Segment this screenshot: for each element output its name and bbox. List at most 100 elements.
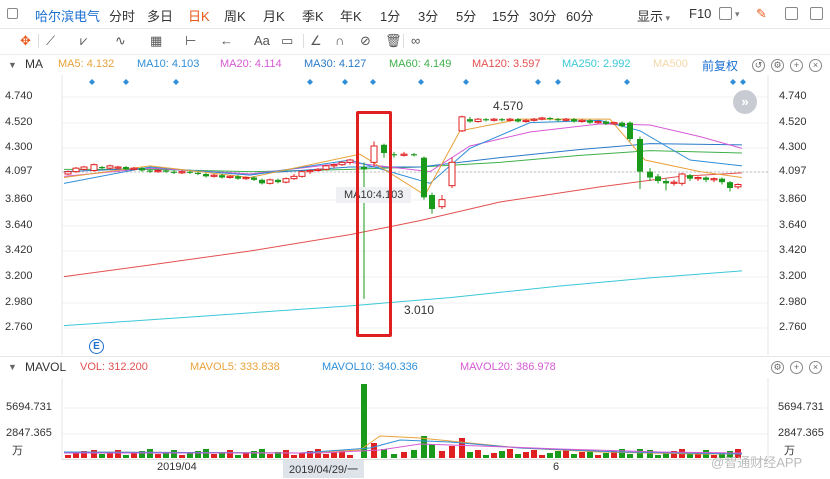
volume-bar — [347, 455, 353, 458]
add-icon[interactable]: + — [790, 59, 803, 72]
fullscreen-icon[interactable] — [810, 7, 823, 20]
mavol5-value: MAVOL5: 333.838 — [190, 361, 280, 373]
tab-60min[interactable]: 60分 — [566, 9, 594, 24]
checkbox-icon[interactable] — [719, 7, 732, 20]
arrow-tool-icon[interactable]: ← — [220, 33, 233, 48]
candle-body — [547, 118, 553, 120]
wave-tool-icon[interactable]: ∿ — [115, 33, 126, 48]
text-tool[interactable]: Aa — [254, 33, 270, 48]
candle-body — [391, 154, 397, 156]
candle-body — [154, 170, 162, 173]
adjust-button[interactable]: 前复权 — [702, 59, 739, 73]
event-e-icon[interactable]: E — [89, 339, 104, 354]
candle-body — [647, 171, 653, 178]
volume-bar — [491, 453, 497, 458]
price-axis-label: 4.300 — [5, 141, 33, 153]
volume-chart[interactable] — [0, 378, 830, 460]
volume-bar — [619, 449, 625, 458]
ruler-icon[interactable]: ∠ — [310, 33, 322, 48]
volume-bar — [595, 455, 601, 458]
tab-15min[interactable]: 15分 — [492, 9, 520, 24]
volume-bar — [719, 453, 725, 458]
link-icon[interactable]: ∞ — [411, 33, 421, 48]
vol-axis-label-left-low: 2847.365 — [6, 427, 52, 439]
volume-bar — [219, 452, 225, 458]
volume-bar — [603, 453, 609, 458]
candle-body — [338, 161, 346, 166]
event-marker-icon — [370, 79, 376, 85]
expand-icon[interactable]: » — [733, 90, 757, 114]
candle-body — [195, 172, 201, 174]
tab-quarterly-k[interactable]: 季K — [302, 9, 324, 24]
close-icon[interactable]: × — [809, 59, 822, 72]
kline-chart[interactable] — [0, 75, 830, 355]
moving-average-lines — [63, 118, 743, 327]
candle-body — [171, 171, 177, 173]
tab-1min[interactable]: 1分 — [380, 9, 401, 24]
candle-body — [587, 120, 593, 123]
hide-icon[interactable]: ⊘ — [360, 33, 371, 48]
candle-body — [203, 174, 209, 177]
mavol10-value: MAVOL10: 340.336 — [322, 361, 418, 373]
close-icon[interactable]: × — [809, 361, 822, 374]
channel-tool-icon[interactable]: ⩗ — [80, 33, 88, 48]
candle-body — [710, 178, 718, 181]
candle-body — [282, 178, 290, 183]
pencil-icon[interactable]: ✎ — [756, 6, 767, 21]
candle-body — [275, 179, 281, 183]
tab-weekly-k[interactable]: 周K — [224, 9, 246, 24]
ma120-value: MA120: 3.597 — [472, 58, 541, 70]
volume-bar — [523, 452, 529, 458]
collapse-icon[interactable]: ▼ — [8, 362, 17, 372]
chevron-down-icon[interactable]: ▾ — [735, 9, 740, 19]
display-label: 显示 — [637, 9, 664, 24]
candle-body — [703, 177, 709, 180]
settings-icon[interactable]: ⚙ — [771, 59, 784, 72]
settings-icon[interactable]: ⚙ — [771, 361, 784, 374]
volume-bar — [421, 436, 427, 458]
delete-icon[interactable]: 🗑 — [385, 33, 402, 48]
candle-body — [555, 119, 561, 121]
add-icon[interactable]: + — [790, 361, 803, 374]
tab-timeshare[interactable]: 分时 — [109, 9, 136, 24]
tab-3min[interactable]: 3分 — [418, 9, 439, 24]
panel-toggle-icon[interactable] — [7, 8, 18, 19]
move-icon[interactable]: ✥ — [20, 33, 31, 48]
reset-icon[interactable]: ↺ — [752, 59, 765, 72]
candle-body — [670, 181, 678, 184]
stock-name[interactable]: 哈尔滨电气 — [35, 9, 101, 24]
high-price-label: 4.570 — [493, 99, 524, 113]
measure-tool-icon[interactable]: ⊢ — [185, 33, 197, 48]
tab-daily-k[interactable]: 日K — [188, 9, 210, 24]
volume-bar — [563, 449, 569, 458]
line-tool-icon[interactable]: ⟋ — [46, 33, 56, 48]
candle-body — [235, 176, 241, 179]
tab-30min[interactable]: 30分 — [529, 9, 557, 24]
volume-bar — [381, 449, 387, 458]
tab-5min[interactable]: 5分 — [456, 9, 477, 24]
comment-tool-icon[interactable]: ▭ — [281, 33, 294, 48]
grid-tool-icon[interactable]: ▦ — [150, 33, 163, 48]
volume-bar — [91, 450, 97, 458]
candle-body — [610, 122, 618, 125]
collapse-icon[interactable]: ▼ — [8, 60, 17, 70]
magnet-icon[interactable]: ∩ — [335, 33, 345, 48]
volume-bar — [139, 451, 145, 458]
candle-body — [123, 167, 129, 170]
tab-monthly-k[interactable]: 月K — [263, 9, 285, 24]
candle-body — [687, 175, 693, 179]
candle-body — [411, 154, 417, 156]
volume-bars — [65, 384, 741, 458]
tab-yearly-k[interactable]: 年K — [340, 9, 362, 24]
f10-button[interactable]: F10 — [689, 6, 712, 21]
candle-body — [163, 170, 169, 172]
volume-bar — [429, 444, 435, 458]
vol-unit-label: 万 — [12, 445, 23, 457]
window-icon[interactable] — [785, 7, 798, 20]
tab-multiday[interactable]: 多日 — [147, 9, 174, 24]
volume-bar — [571, 454, 577, 458]
ma10-value: MA10: 4.103 — [137, 58, 200, 70]
display-dropdown[interactable]: 显示 ▾ — [637, 6, 670, 25]
candle-body — [458, 116, 466, 132]
event-marker-icon — [342, 79, 348, 85]
